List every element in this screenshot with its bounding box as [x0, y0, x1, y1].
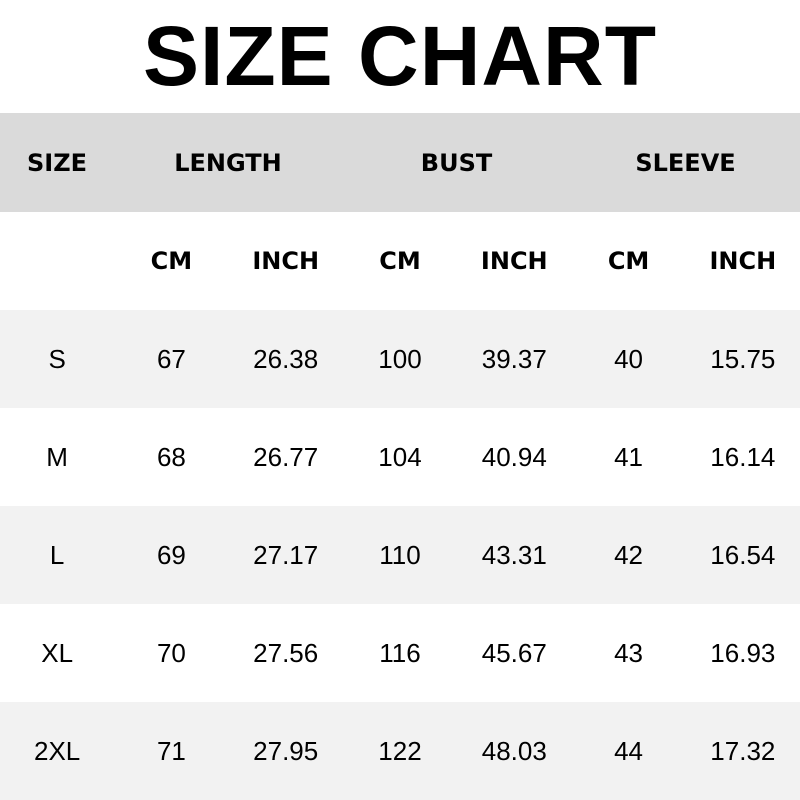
table-cell: 16.14	[710, 441, 776, 472]
table-cell: 26.77	[253, 441, 319, 472]
table-cell: 39.37	[481, 343, 547, 374]
unit-cell: INCH	[480, 247, 548, 275]
table-cell: 116	[379, 637, 421, 668]
table-cell: 70	[156, 637, 186, 668]
table-cell: 48.03	[481, 735, 547, 766]
table-cell: 27.56	[253, 637, 319, 668]
size-label: XL	[41, 637, 74, 668]
unit-cell: CM	[379, 247, 421, 275]
table-cell: 16.54	[710, 539, 776, 570]
units-row: CM INCH CM INCH CM INCH	[0, 212, 800, 310]
unit-cell: CM	[150, 247, 193, 275]
table-cell: 71	[156, 735, 186, 766]
table-cell: 122	[378, 735, 422, 766]
table-cell: 104	[378, 441, 422, 472]
table-cell: 26.38	[253, 343, 319, 374]
table-row: XL 70 27.56 116 45.67 43 16.93	[0, 604, 800, 702]
table-cell: 40.94	[481, 441, 547, 472]
size-label: S	[48, 343, 66, 374]
table-row: 2XL 71 27.95 122 48.03 44 17.32	[0, 702, 800, 800]
table-cell: 100	[378, 343, 422, 374]
table-cell: 27.95	[253, 735, 319, 766]
header-sleeve: SLEEVE	[635, 148, 736, 177]
header-length: LENGTH	[174, 148, 282, 177]
unit-cell: INCH	[709, 247, 777, 275]
size-label: M	[46, 441, 68, 472]
table-cell: 41	[614, 441, 644, 472]
table-cell: 67	[156, 343, 186, 374]
table-cell: 43.31	[481, 539, 547, 570]
table-cell: 69	[156, 539, 186, 570]
table-header: SIZE LENGTH BUST SLEEVE	[0, 113, 800, 212]
page-title: SIZE CHART	[143, 9, 657, 103]
table-cell: 40	[614, 343, 644, 374]
table-cell: 42	[614, 539, 644, 570]
header-bust: BUST	[420, 148, 493, 177]
header-size: SIZE	[26, 148, 87, 177]
table-cell: 110	[379, 539, 421, 570]
table-cell: 27.17	[253, 539, 319, 570]
table-cell: 43	[614, 637, 644, 668]
table-row: S 67 26.38 100 39.37 40 15.75	[0, 310, 800, 408]
unit-cell: INCH	[252, 247, 320, 275]
table-cell: 45.67	[481, 637, 547, 668]
size-label: 2XL	[34, 735, 81, 766]
table-cell: 44	[614, 735, 644, 766]
table-cell: 15.75	[710, 343, 776, 374]
table-cell: 17.32	[710, 735, 776, 766]
table-row: M 68 26.77 104 40.94 41 16.14	[0, 408, 800, 506]
unit-cell: CM	[607, 247, 650, 275]
table-cell: 16.93	[710, 637, 776, 668]
table-cell: 68	[156, 441, 186, 472]
table-row: L 69 27.17 110 43.31 42 16.54	[0, 506, 800, 604]
size-label: L	[49, 539, 65, 570]
